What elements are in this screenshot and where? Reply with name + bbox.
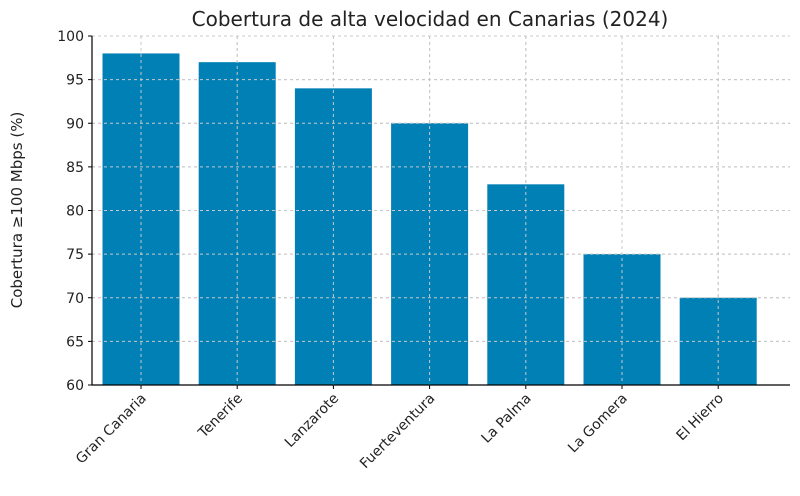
axes xyxy=(88,35,790,389)
x-tick-label: La Palma xyxy=(479,391,535,447)
x-tick-label: La Gomera xyxy=(565,391,631,457)
y-tick-label: 95 xyxy=(66,73,84,89)
y-axis-label: Cobertura ≥100 Mbps (%) xyxy=(8,112,26,309)
y-tick-label: 60 xyxy=(66,378,84,394)
bars xyxy=(102,53,757,386)
x-tick-label: El Hierro xyxy=(673,391,727,445)
y-tick-label: 70 xyxy=(66,291,84,307)
x-tick-labels: Gran Canaria Tenerife Lanzarote Fuerteventu… xyxy=(73,391,727,472)
y-tick-label: 85 xyxy=(66,160,84,176)
y-tick-label: 75 xyxy=(66,247,84,263)
chart-title: Cobertura de alta velocidad en Canarias … xyxy=(192,7,669,31)
y-tick-labels: 60 65 70 75 80 85 90 95 100 xyxy=(57,29,84,394)
x-tick-label: Tenerife xyxy=(195,391,246,442)
x-tick-label: Fuerteventura xyxy=(357,391,438,472)
x-tick-label: Lanzarote xyxy=(282,391,342,451)
x-tick-label: Gran Canaria xyxy=(73,391,150,468)
y-tick-label: 100 xyxy=(57,29,84,45)
y-tick-label: 80 xyxy=(66,204,84,220)
y-tick-label: 90 xyxy=(66,116,84,132)
y-tick-label: 65 xyxy=(66,334,84,350)
